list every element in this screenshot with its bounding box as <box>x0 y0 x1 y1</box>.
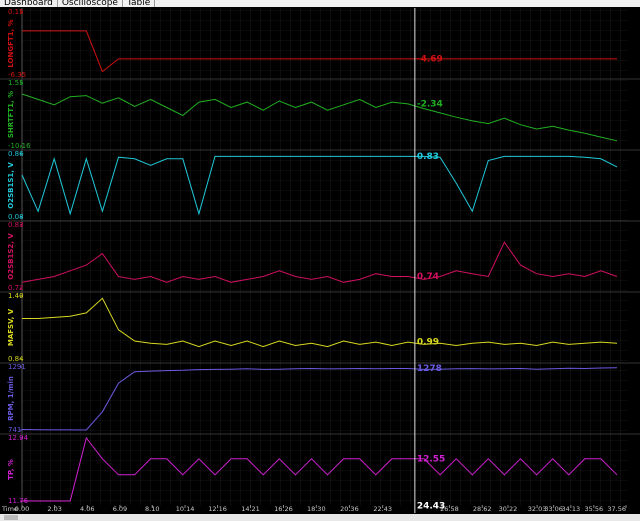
x-tick-label: 6.09 <box>113 505 127 513</box>
x-tick-label: 14.21 <box>241 505 260 513</box>
cursor-value: 0.83 <box>417 152 439 162</box>
channel-name: TP, % <box>7 459 15 480</box>
trace <box>22 297 618 348</box>
y-range-label: 11.76 <box>8 497 29 505</box>
channel-name: O2SB1S2, V <box>7 233 15 280</box>
channel-name: MAFSV, V <box>7 308 15 346</box>
x-tick-label: 32.03 <box>528 505 547 513</box>
trace <box>21 93 618 142</box>
x-tick-label: 16.26 <box>274 505 293 513</box>
x-tick-label: 2.03 <box>47 505 61 513</box>
x-tick-label: 18.30 <box>307 505 326 513</box>
y-range-label: 0.84 <box>8 355 24 363</box>
x-tick-label: 8.10 <box>145 505 159 513</box>
x-tick-label: 10.14 <box>176 505 195 513</box>
y-range-label: 741 <box>8 426 21 434</box>
channel-name: SHRTFT1, % <box>7 91 15 138</box>
scrollbar[interactable] <box>0 514 640 521</box>
tab-bar: Dashboard Oscilloscope Table <box>0 0 640 7</box>
cursor-value: 1278 <box>417 364 442 374</box>
x-tick-label: 12.16 <box>208 505 227 513</box>
y-range-label: 0.08 <box>8 213 24 221</box>
x-tick-label: 4.06 <box>80 505 94 513</box>
y-range-label: 0.83 <box>8 221 24 229</box>
x-tick-label: 28.62 <box>473 505 492 513</box>
y-range-label: 0.72 <box>8 284 24 292</box>
tab[interactable]: Table <box>123 0 156 7</box>
channel-name: RPM, 1/min <box>7 376 15 421</box>
cursor-value: 0.74 <box>417 272 439 282</box>
y-range-label: 0.15 <box>8 8 24 16</box>
trace <box>21 367 618 431</box>
x-tick-label: 34.13 <box>562 505 581 513</box>
trace <box>22 30 617 73</box>
x-tick-label: 37.56 <box>607 505 626 513</box>
y-range-label: -10.16 <box>8 142 31 150</box>
y-range-label: 1291 <box>8 363 26 371</box>
x-tick-label: 35.56 <box>585 505 604 513</box>
y-range-label: 12.94 <box>8 434 29 442</box>
channel-name: O2SB1S1, V <box>7 162 15 209</box>
x-tick-label: 20.36 <box>340 505 359 513</box>
cursor-time: 24.43 <box>417 502 445 512</box>
y-range-label: 0.86 <box>8 150 24 158</box>
trace <box>22 436 618 502</box>
x-tick-label: 0.00 <box>15 505 29 513</box>
tab[interactable]: Oscilloscope <box>58 0 123 7</box>
grid <box>22 8 628 505</box>
x-axis-label: Time <box>1 505 18 513</box>
tab[interactable]: Dashboard <box>0 0 58 7</box>
x-tick-label: 33.06 <box>544 505 563 513</box>
x-tick-label: 30.22 <box>499 505 518 513</box>
cursor-value: -4.69 <box>417 54 443 64</box>
x-tick-label: 22.43 <box>373 505 392 513</box>
cursor-value: 0.99 <box>417 338 439 348</box>
channel-name: LONGFT1, % <box>7 19 15 67</box>
trace <box>21 241 618 283</box>
x-tick-label: 26.58 <box>440 505 459 513</box>
cursor-value: 12.55 <box>417 454 445 464</box>
cursor-value: -2.34 <box>417 99 443 109</box>
y-range-label: 1.40 <box>8 292 24 300</box>
y-range-label: -6.35 <box>8 71 26 79</box>
scroll-thumb[interactable] <box>4 515 18 520</box>
trace <box>21 155 618 216</box>
y-range-label: 1.55 <box>8 79 24 87</box>
